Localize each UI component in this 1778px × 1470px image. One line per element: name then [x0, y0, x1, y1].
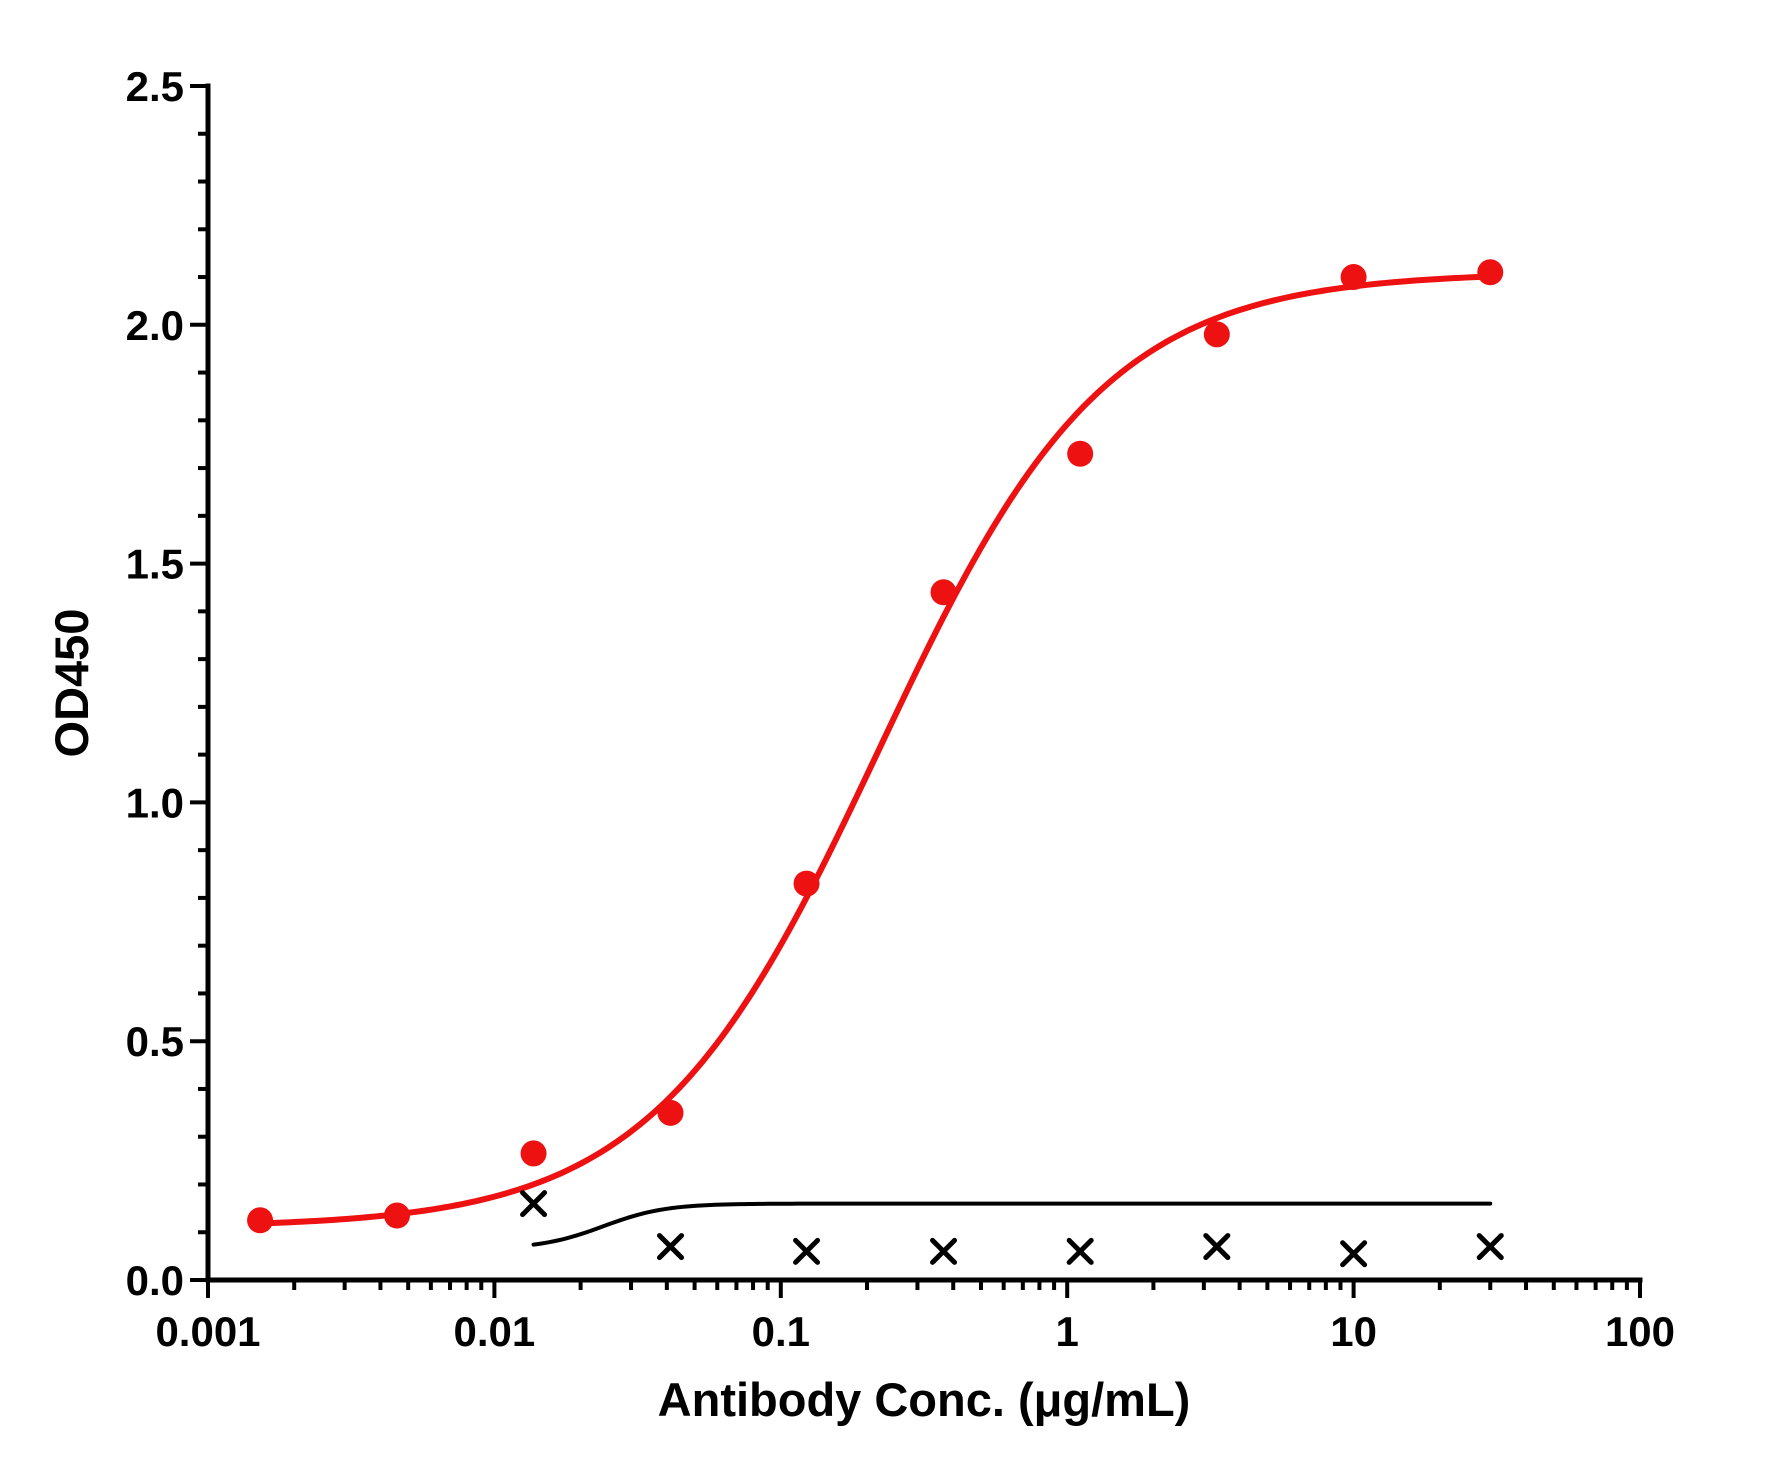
y-axis-title: OD450 [45, 609, 98, 758]
x-tick-label: 100 [1605, 1308, 1675, 1355]
x-marker-stroke [930, 1237, 958, 1265]
y-tick-label: 2.0 [126, 302, 184, 349]
data-point-circle [1067, 440, 1094, 467]
x-tick-label: 1 [1056, 1308, 1079, 1355]
x-tick-label: 0.1 [752, 1308, 810, 1355]
x-marker-stroke [1066, 1237, 1094, 1265]
x-tick-label: 10 [1330, 1308, 1377, 1355]
data-markers [247, 259, 1504, 1268]
x-marker-stroke [1203, 1233, 1231, 1261]
data-point-circle [930, 579, 957, 606]
fit-curve-series-1 [257, 273, 1494, 1227]
data-point-circle [247, 1207, 274, 1234]
axes [205, 83, 1643, 1283]
ticks: 0.0 0.5 1.0 1.5 2.0 2.5 0.001 0.01 0.1 1 10 100 [126, 63, 1675, 1355]
y-tick-label: 1.0 [126, 779, 184, 826]
x-marker-stroke [520, 1190, 548, 1218]
x-marker-stroke [1340, 1240, 1368, 1268]
x-marker-stroke [793, 1237, 821, 1265]
x-axis-title: Antibody Conc. (μg/mL) [658, 1373, 1191, 1426]
data-point-x [1340, 1240, 1368, 1268]
x-marker-stroke [1476, 1233, 1504, 1261]
data-point-x [520, 1190, 548, 1218]
data-point-circle [657, 1099, 684, 1126]
data-point-circle [1203, 321, 1230, 348]
x-tick-label: 0.001 [155, 1308, 260, 1355]
x-marker-stroke [657, 1233, 685, 1261]
data-point-x [1476, 1233, 1504, 1261]
data-point-x [1066, 1237, 1094, 1265]
fit-curves [257, 273, 1494, 1247]
y-tick-label: 0.5 [126, 1018, 184, 1065]
data-point-circle [1340, 264, 1367, 291]
data-point-circle [520, 1140, 547, 1167]
data-point-x [930, 1237, 958, 1265]
data-point-circle [793, 870, 820, 897]
x-tick-label: 0.01 [454, 1308, 536, 1355]
y-tick-label: 2.5 [126, 63, 184, 110]
data-point-x [657, 1233, 685, 1261]
data-point-circle [384, 1202, 410, 1229]
y-tick-label: 0.0 [126, 1257, 184, 1304]
data-point-circle [1477, 259, 1504, 286]
data-point-x [793, 1237, 821, 1265]
data-point-x [1203, 1233, 1231, 1261]
y-tick-label: 1.5 [126, 541, 184, 588]
fit-curve-series-2 [531, 1201, 1493, 1247]
